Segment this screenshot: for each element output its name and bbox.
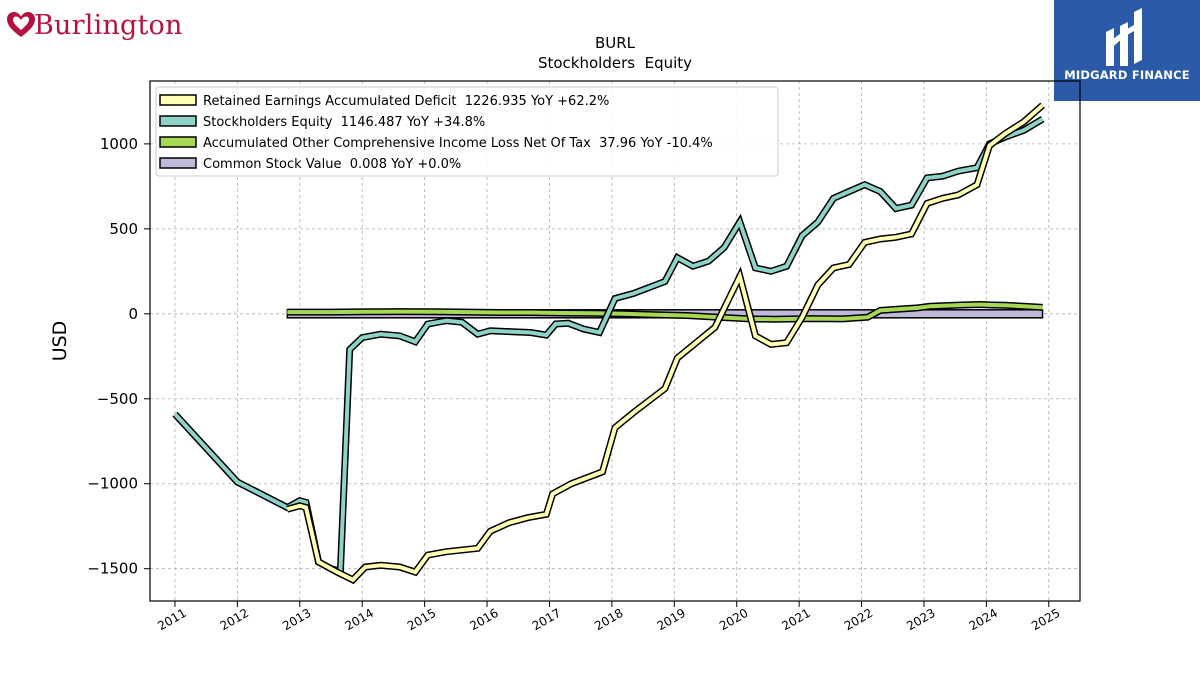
x-tick-label: 2016	[467, 606, 500, 633]
publisher-name: MIDGARD FINANCE	[1064, 68, 1190, 82]
y-axis: −1500 −1000 −500 0 500 1000	[87, 135, 150, 578]
x-tick-label: 2012	[218, 606, 251, 633]
x-tick-label: 2017	[530, 606, 563, 633]
y-tick-label: −1000	[87, 475, 138, 493]
legend-swatch	[159, 136, 197, 148]
x-tick-label: 2023	[904, 606, 937, 633]
chart-subtitle: Stockholders Equity	[538, 54, 692, 72]
x-tick-label: 2019	[655, 606, 688, 633]
series-accumulated-other-comprehensive-income-loss-net-of-tax	[287, 300, 1043, 323]
x-tick-label: 2025	[1029, 606, 1062, 633]
legend: Retained Earnings Accumulated Deficit 12…	[155, 86, 779, 177]
publisher-emblem-icon	[1106, 8, 1142, 66]
legend-label: Accumulated Other Comprehensive Income L…	[203, 136, 713, 151]
x-tick-label: 2024	[967, 606, 1000, 633]
y-tick-label: 0	[128, 305, 138, 323]
y-tick-label: −1500	[87, 560, 138, 578]
series-retained-earnings-accumulated-deficit	[286, 102, 1045, 585]
x-tick-label: 2021	[779, 606, 812, 633]
x-tick-label: 2018	[592, 606, 625, 633]
legend-swatch	[159, 94, 197, 106]
brand-logo-text: Burlington	[34, 9, 183, 41]
x-axis: 2011 2012 2013 2014 2015 2016 2017 2018 2019 2020…	[155, 601, 1063, 633]
series-line	[287, 302, 1043, 322]
brand-logo: Burlington	[6, 4, 183, 46]
series-layer	[172, 102, 1045, 585]
x-tick-label: 2015	[405, 606, 438, 633]
series-line	[286, 103, 1044, 583]
series-line	[173, 117, 1044, 574]
legend-box	[155, 86, 779, 177]
y-tick-label: 1000	[100, 135, 138, 153]
plot-frame	[149, 80, 1081, 602]
publisher-logo: MIDGARD FINANCE	[1054, 0, 1200, 101]
legend-swatch	[159, 115, 197, 127]
y-axis-label: USD	[49, 321, 71, 362]
x-tick-label: 2014	[342, 606, 375, 633]
legend-label: Retained Earnings Accumulated Deficit 12…	[203, 94, 609, 109]
y-tick-label: −500	[97, 390, 138, 408]
series-stockholders-equity	[172, 116, 1045, 576]
y-tick-label: 500	[109, 220, 138, 238]
legend-label: Common Stock Value 0.008 YoY +0.0%	[203, 157, 461, 172]
legend-label: Stockholders Equity 1146.487 YoY +34.8%	[203, 115, 485, 130]
x-tick-label: 2022	[842, 606, 875, 633]
legend-swatch	[159, 157, 197, 169]
heart-icon	[7, 12, 35, 37]
x-tick-label: 2013	[280, 606, 313, 633]
chart-title: BURL	[595, 34, 636, 52]
x-tick-label: 2020	[717, 606, 750, 633]
x-tick-label: 2011	[155, 606, 188, 633]
